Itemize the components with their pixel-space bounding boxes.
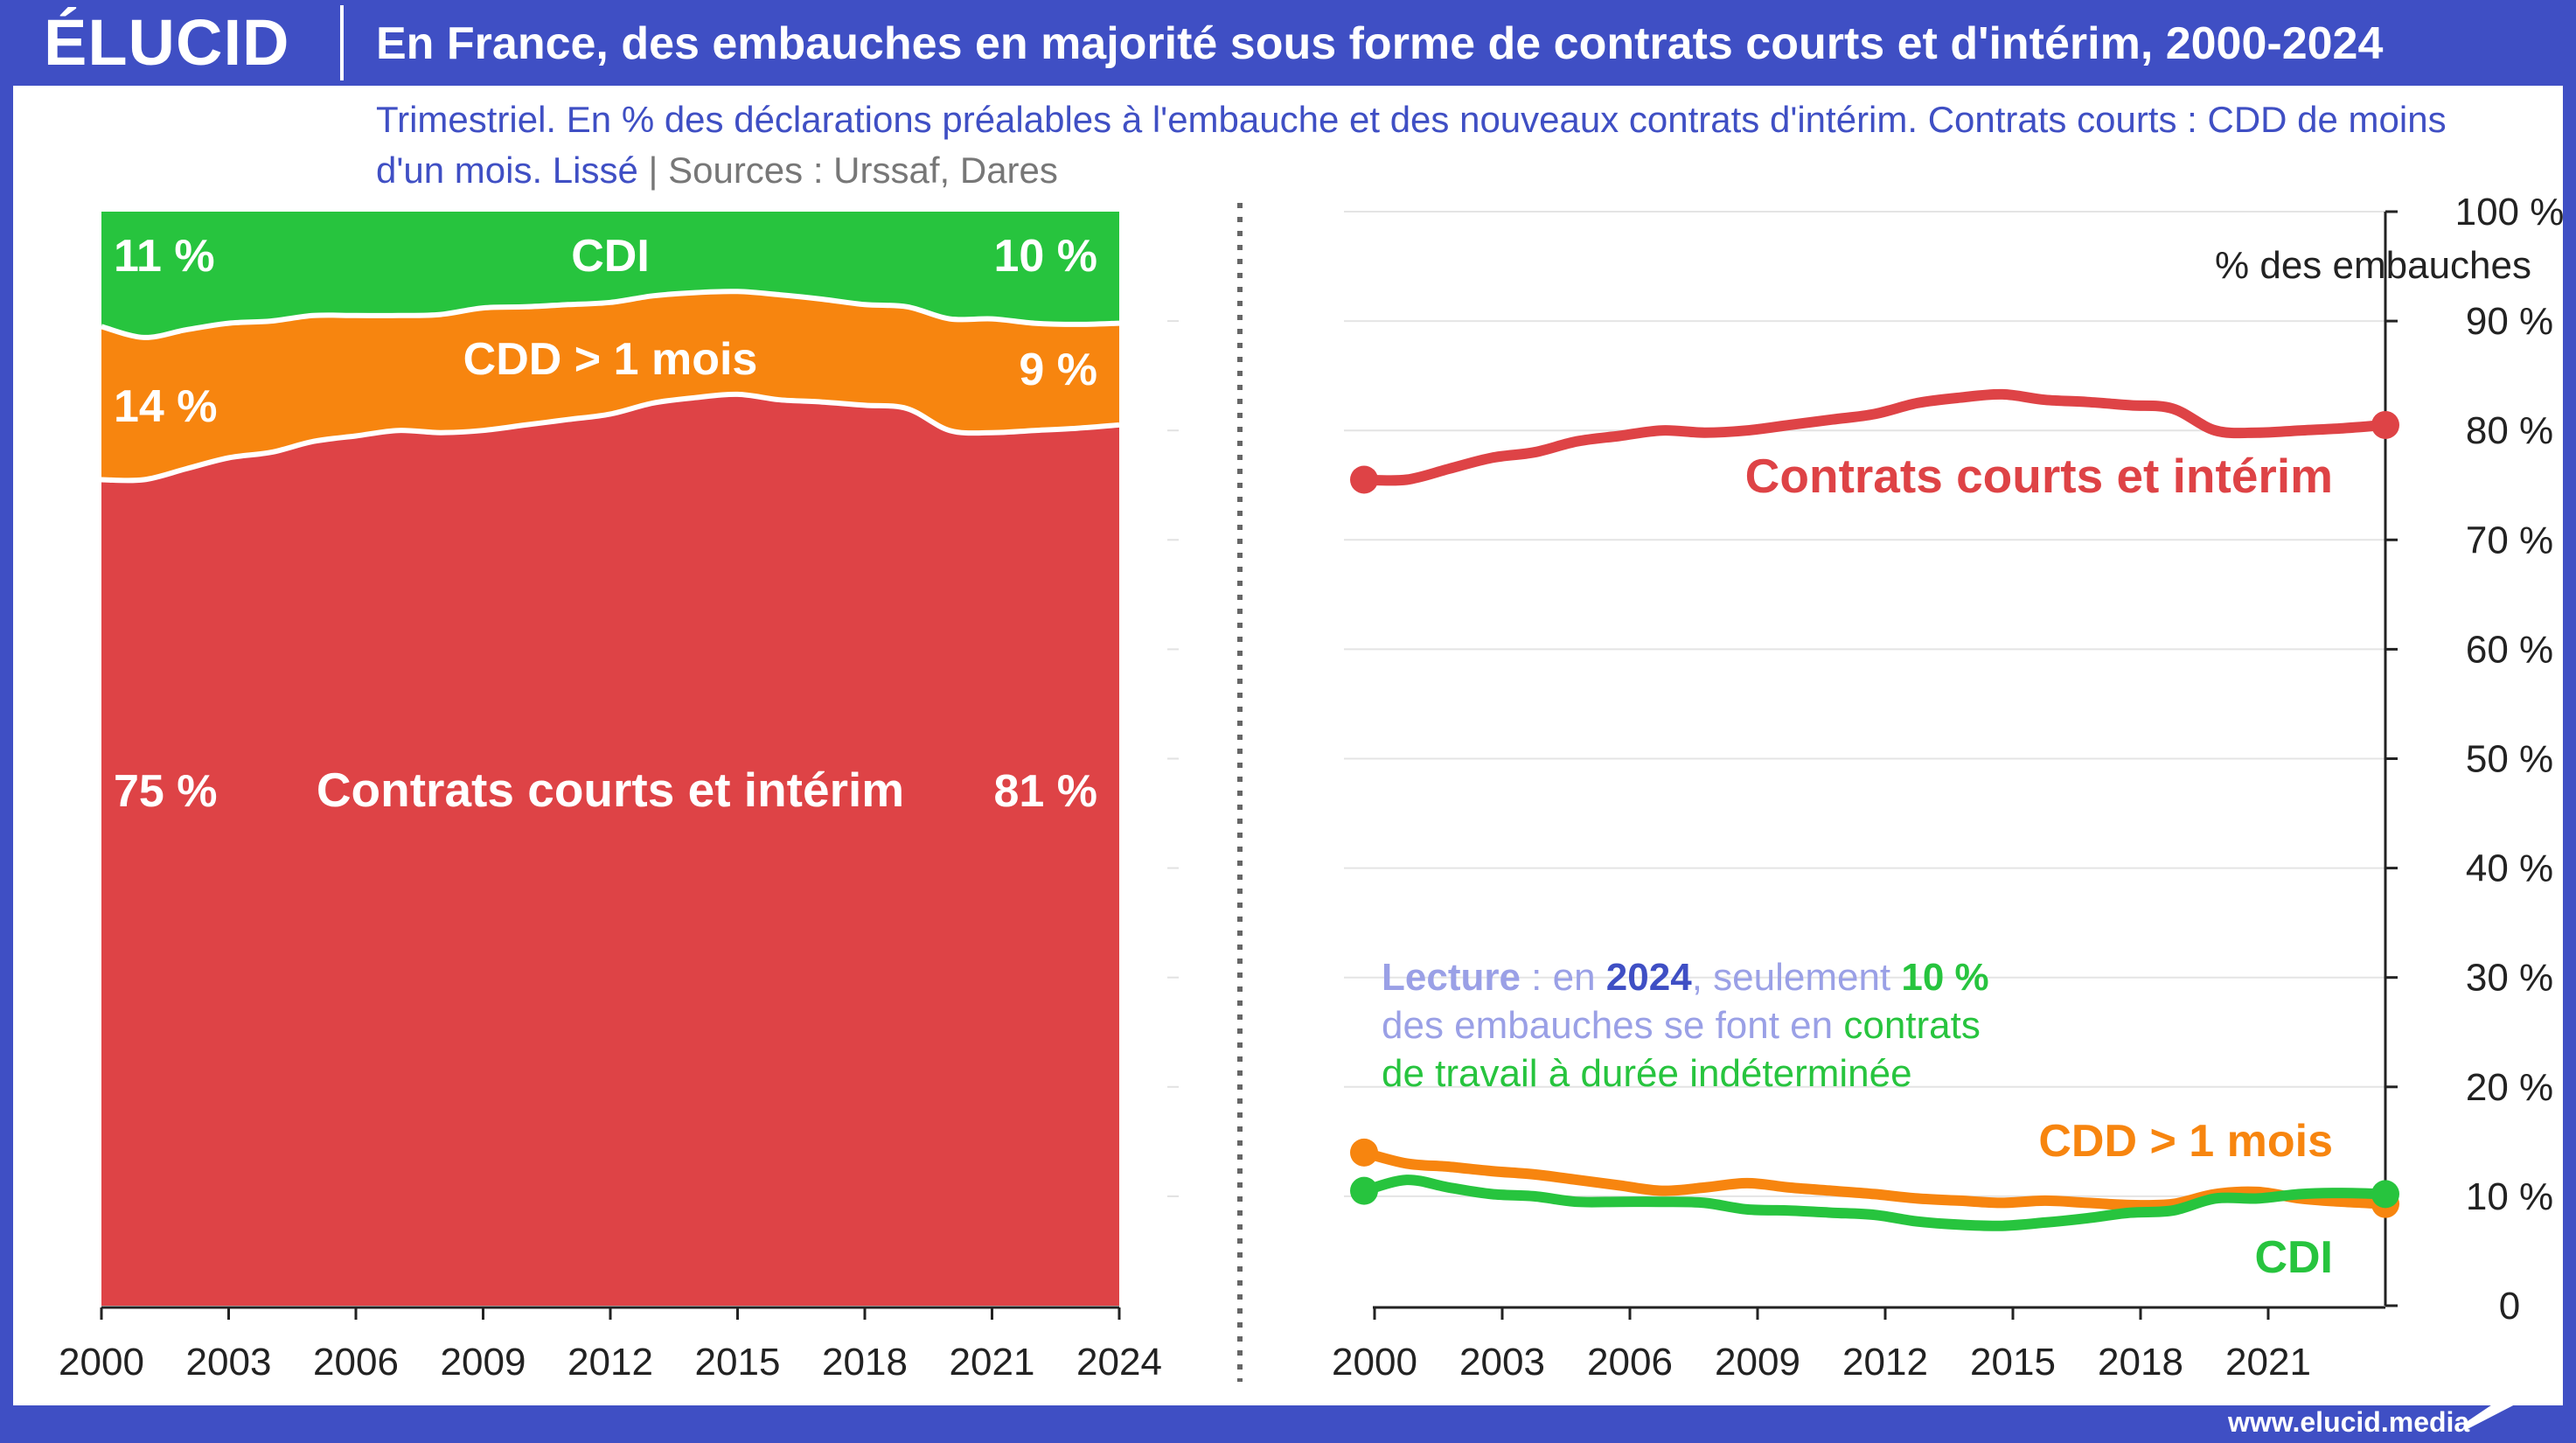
chart-title: En France, des embauches en majorité sou… [376, 18, 2384, 69]
area-x-tick-label: 2021 [950, 1341, 1035, 1384]
cdi-end-point [2371, 1180, 2399, 1209]
area-x-tick-label: 2012 [567, 1341, 653, 1384]
x-tick-label: 2012 [1842, 1341, 1928, 1384]
x-tick-label: 2000 [1332, 1341, 1417, 1384]
annotation-year: 2024 [1606, 956, 1692, 999]
short-series-label: Contrats courts et intérim [317, 763, 904, 817]
cdi-series-label: CDI [571, 231, 650, 282]
annotation-line-1: Lecture : en 2024, seulement 10 % [1382, 956, 1989, 999]
x-tick-label: 2021 [2225, 1341, 2311, 1384]
cdi-start-point [1350, 1176, 1378, 1205]
x-tick-label: 2018 [2098, 1341, 2183, 1384]
y-tick-label: 0 [2499, 1285, 2520, 1328]
header: ÉLUCID En France, des embauches en major… [0, 0, 2576, 86]
short-start-label: 75 % [114, 766, 218, 817]
boundary-cdd-cdi [101, 289, 1120, 340]
y-tick-label: 80 % [2466, 409, 2553, 452]
y-tick-label: 40 % [2466, 847, 2553, 890]
logo-divider [340, 5, 344, 80]
cdi-line [1359, 1175, 2391, 1231]
annotation-line-3: de travail à durée indéterminée [1382, 1052, 1912, 1095]
brand-logo: ÉLUCID [44, 6, 290, 79]
short-end-label: 81 % [993, 766, 1097, 817]
y-tick-label: 60 % [2466, 628, 2553, 671]
y-tick-label: 20 % [2466, 1066, 2553, 1109]
y-tick-label: 50 % [2466, 738, 2553, 781]
annotation-value: 10 % [1901, 956, 1988, 999]
subtitle-separator: | [648, 150, 658, 191]
cdd-series-label: CDD > 1 mois [463, 334, 758, 385]
area-x-tick-label: 2006 [313, 1341, 399, 1384]
y-tick-label: 100 % [2455, 191, 2565, 234]
cdi-start-label: 11 % [114, 231, 215, 282]
line-chart: 0 10 % 20 % 30 % 40 % 50 % 60 % 70 % 80 % 90 % 100… [1332, 191, 2564, 1384]
area-x-tick-label: 2018 [822, 1341, 908, 1384]
annotation-text: : en [1521, 956, 1606, 999]
y-tick-label: 90 % [2466, 300, 2553, 343]
cdi-end-label: 10 % [993, 231, 1097, 282]
short-line [1359, 388, 2391, 486]
cdd-end-label: 9 % [1019, 345, 1097, 395]
annotation-lead: Lecture [1382, 956, 1521, 999]
short-line-label: Contrats courts et intérim [1745, 449, 2333, 503]
footer-url: www.elucid.media [2228, 1406, 2470, 1438]
x-tick-label: 2015 [1970, 1341, 2056, 1384]
boundary-short-cdd [101, 391, 1120, 484]
area-x-tick-label: 2003 [186, 1341, 272, 1384]
area-x-tick-label: 2024 [1076, 1341, 1162, 1384]
y-tick-label: 30 % [2466, 957, 2553, 1000]
subtitle-text: Trimestriel. En % des déclarations préal… [376, 99, 2447, 191]
chart-subtitle: Trimestriel. En % des déclarations préal… [376, 94, 2518, 196]
short-start-point [1350, 465, 1378, 494]
short-end-point [2371, 410, 2399, 439]
y-axis-label: % des embauches [2215, 244, 2531, 287]
area-contrats-courts [101, 394, 1119, 1306]
area-x-tick-label: 2000 [59, 1341, 144, 1384]
stacked-area-chart: 2000 2003 2006 2009 2012 2015 2018 2021 2024 11 %… [59, 212, 1179, 1384]
cdd-start-label: 14 % [114, 381, 218, 432]
area-x-tick-label: 2015 [695, 1341, 781, 1384]
annotation-line-2: des embauches se font en contrats [1382, 1004, 1981, 1047]
annotation-cdi-text: contrats [1833, 1004, 1981, 1047]
annotation-text: des embauches se font en [1382, 1004, 1833, 1047]
y-tick-label: 70 % [2466, 519, 2553, 561]
x-tick-label: 2006 [1587, 1341, 1673, 1384]
cdi-line-label: CDI [2254, 1232, 2333, 1283]
cdd-line-label: CDD > 1 mois [2038, 1116, 2333, 1167]
area-x-tick-label: 2009 [441, 1341, 526, 1384]
sources-text: Sources : Urssaf, Dares [668, 150, 1058, 191]
x-tick-label: 2003 [1459, 1341, 1545, 1384]
y-tick-label: 10 % [2466, 1175, 2553, 1218]
cdd-start-point [1350, 1138, 1378, 1167]
footer-arrow-icon [2468, 1387, 2518, 1429]
annotation-text: , seulement [1692, 956, 1902, 999]
x-tick-label: 2009 [1715, 1341, 1800, 1384]
